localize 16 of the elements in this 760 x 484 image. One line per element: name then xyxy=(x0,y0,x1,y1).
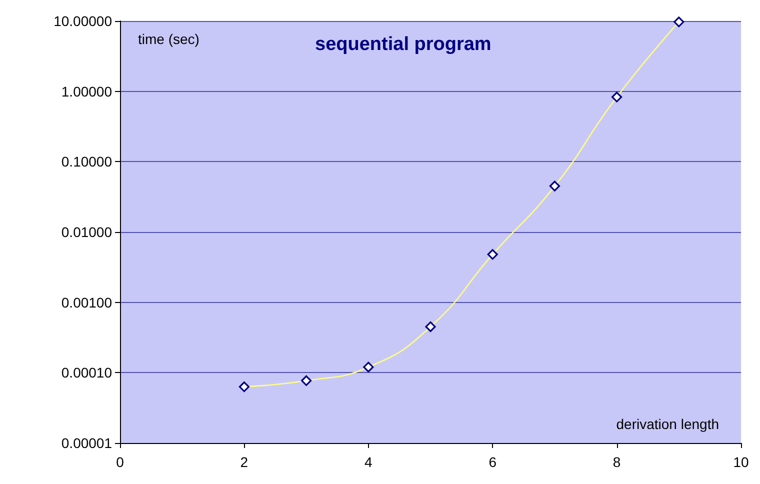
y-axis-title: time (sec) xyxy=(138,31,200,47)
y-tick-label: 10.00000 xyxy=(54,13,112,29)
y-tick-label: 0.00100 xyxy=(61,294,112,310)
x-tick-label: 2 xyxy=(240,454,248,470)
y-tick-label: 0.00010 xyxy=(61,364,112,381)
x-tick-label: 10 xyxy=(733,454,749,470)
y-tick-label: 0.10000 xyxy=(61,154,112,170)
x-tick-label: 4 xyxy=(364,454,372,470)
x-tick-label: 0 xyxy=(116,454,124,470)
y-tick-label: 1.00000 xyxy=(61,83,112,100)
y-tick-label: 0.01000 xyxy=(61,224,112,240)
x-tick-label: 6 xyxy=(488,454,497,470)
y-tick-label: 0.00001 xyxy=(61,435,112,451)
x-tick-label: 8 xyxy=(612,454,621,470)
x-axis-title: derivation length xyxy=(616,416,720,432)
text: sequential program xyxy=(315,34,492,55)
